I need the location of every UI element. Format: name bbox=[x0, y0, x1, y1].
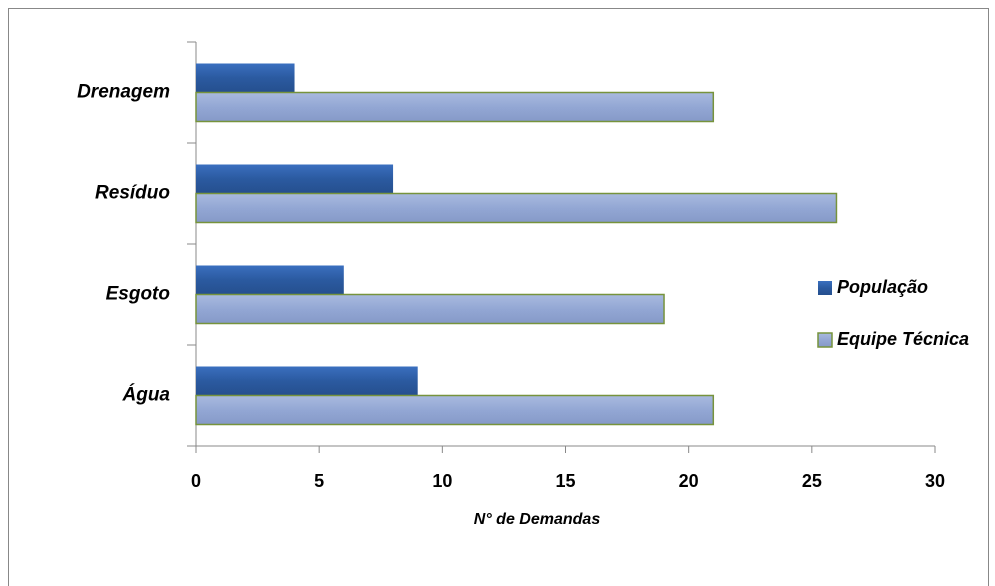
bar bbox=[195, 91, 715, 123]
bar bbox=[195, 394, 715, 426]
bar bbox=[195, 192, 838, 224]
legend-label: Equipe Técnica bbox=[837, 329, 969, 349]
legend-swatch bbox=[817, 332, 833, 348]
bar bbox=[196, 63, 295, 93]
y-tick-label: Esgoto bbox=[106, 284, 170, 305]
legend-label: População bbox=[837, 277, 928, 297]
legend-swatch bbox=[818, 281, 832, 295]
bar bbox=[196, 265, 344, 295]
y-tick-label: Água bbox=[122, 384, 171, 406]
y-tick-label: Resíduo bbox=[95, 183, 170, 204]
x-axis-title: N° de Demandas bbox=[474, 511, 601, 528]
x-tick-label: 25 bbox=[802, 471, 822, 491]
x-tick-label: 10 bbox=[432, 471, 452, 491]
bar bbox=[196, 366, 418, 396]
bar bbox=[196, 164, 394, 194]
bar bbox=[195, 293, 665, 325]
x-tick-label: 5 bbox=[314, 471, 324, 491]
x-tick-label: 30 bbox=[925, 471, 945, 491]
y-tick-label: Drenagem bbox=[77, 82, 170, 103]
x-tick-label: 0 bbox=[191, 471, 201, 491]
x-tick-label: 20 bbox=[679, 471, 699, 491]
x-tick-label: 15 bbox=[555, 471, 575, 491]
